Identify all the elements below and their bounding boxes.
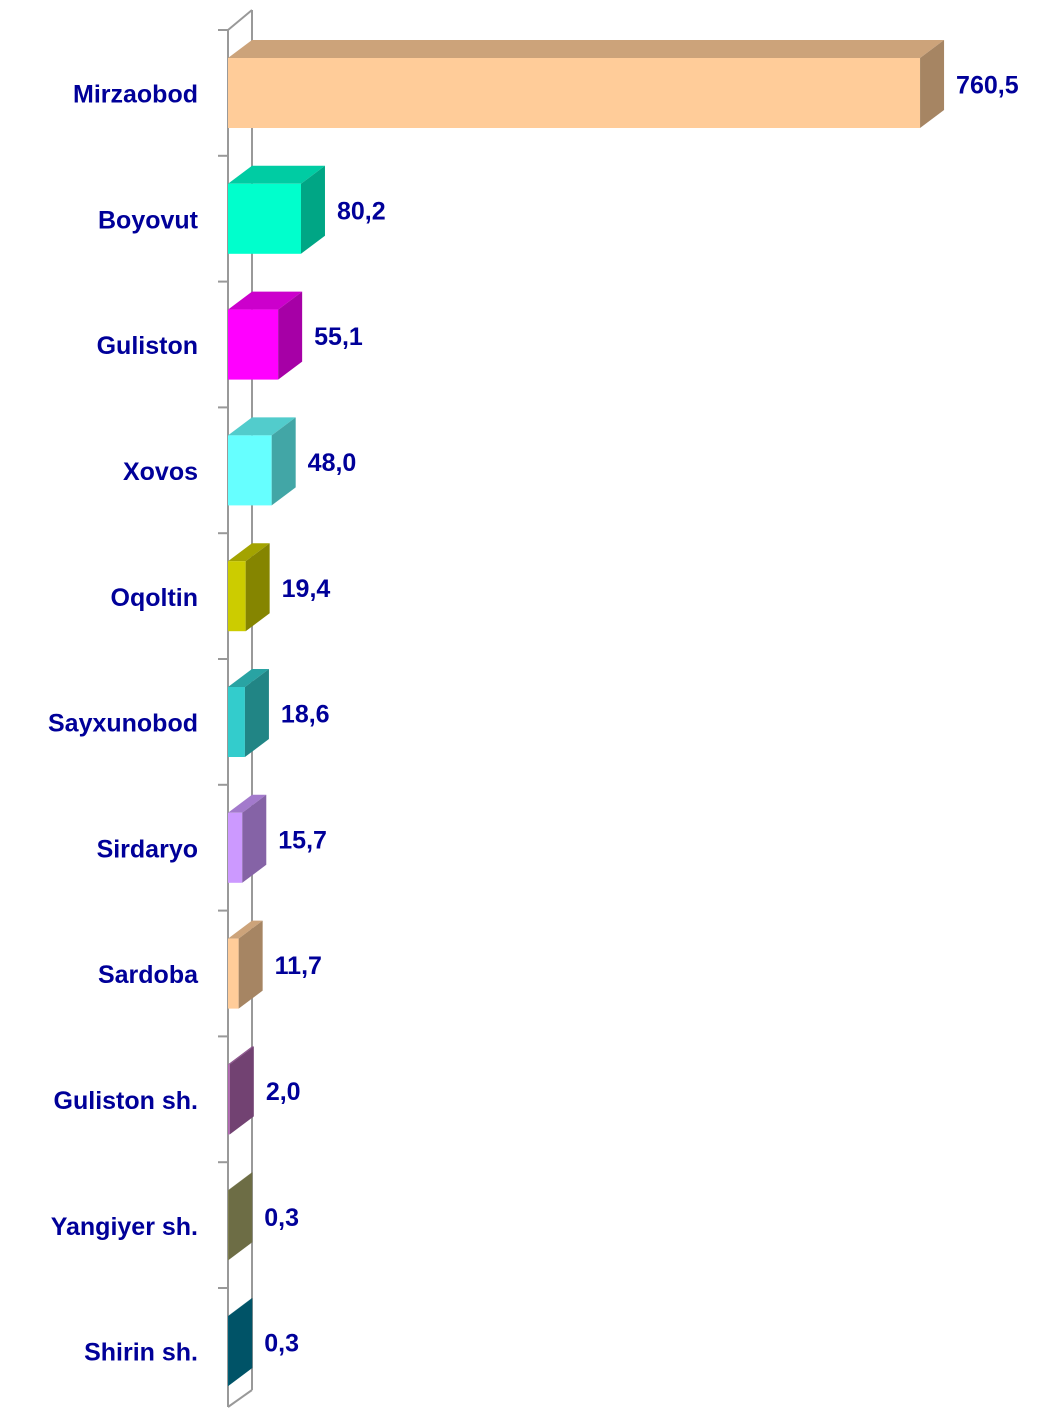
- bar: [228, 938, 239, 1009]
- category-label: Oqoltin: [111, 584, 198, 612]
- bar: [228, 812, 243, 883]
- bar: [228, 687, 245, 757]
- bar-side: [271, 417, 296, 506]
- bar-top: [228, 1046, 254, 1065]
- bar-side: [244, 669, 269, 757]
- bar-top: [228, 543, 270, 562]
- axis-bottom-edge: [227, 1389, 253, 1408]
- bar: [228, 309, 279, 380]
- bar-side: [228, 1172, 253, 1261]
- bar-side: [229, 1046, 254, 1135]
- bar-side: [920, 40, 945, 128]
- value-label: 2,0: [266, 1078, 301, 1106]
- value-label: 11,7: [275, 952, 322, 980]
- category-label: Shirin sh.: [84, 1339, 198, 1367]
- value-label: 760,5: [956, 72, 1019, 100]
- category-label: Sirdaryo: [97, 835, 198, 863]
- bar: [228, 435, 272, 506]
- bar-side: [300, 165, 325, 254]
- bar-side: [242, 794, 267, 883]
- bar: [228, 561, 246, 632]
- bar-top: [228, 1172, 253, 1191]
- category-label: Yangiyer sh.: [51, 1213, 198, 1241]
- bar: [228, 58, 921, 128]
- category-label: Guliston sh.: [54, 1087, 198, 1115]
- value-label: 18,6: [281, 701, 330, 729]
- category-label: Sardoba: [98, 961, 199, 989]
- bar-top: [228, 40, 945, 58]
- category-label: Boyovut: [98, 206, 199, 234]
- category-label: Guliston: [97, 332, 198, 360]
- bar-top: [228, 920, 263, 939]
- category-label: Sayxunobod: [48, 710, 198, 738]
- bar-top: [228, 669, 269, 687]
- category-label: Xovos: [123, 458, 198, 486]
- bar-top: [228, 291, 303, 310]
- bar-side: [245, 543, 270, 632]
- bar-top: [228, 417, 296, 436]
- value-label: 0,3: [264, 1330, 299, 1358]
- bar-side: [238, 920, 263, 1009]
- value-label: 0,3: [264, 1204, 299, 1232]
- bar: [228, 1316, 229, 1386]
- value-label: 55,1: [314, 323, 363, 351]
- bar-top: [228, 794, 267, 813]
- bar: [228, 183, 301, 254]
- bar: [228, 1190, 229, 1261]
- value-label: 19,4: [282, 575, 331, 603]
- value-label: 48,0: [308, 449, 357, 477]
- bar-top: [228, 165, 325, 184]
- value-label: 15,7: [278, 826, 327, 854]
- value-label: 80,2: [337, 197, 386, 225]
- axis-top-edge: [227, 9, 253, 31]
- bar: [228, 1064, 230, 1135]
- category-label: Mirzaobod: [73, 81, 198, 109]
- bar-side: [278, 291, 303, 380]
- bar-top: [228, 1298, 253, 1316]
- bar-side: [228, 1298, 253, 1386]
